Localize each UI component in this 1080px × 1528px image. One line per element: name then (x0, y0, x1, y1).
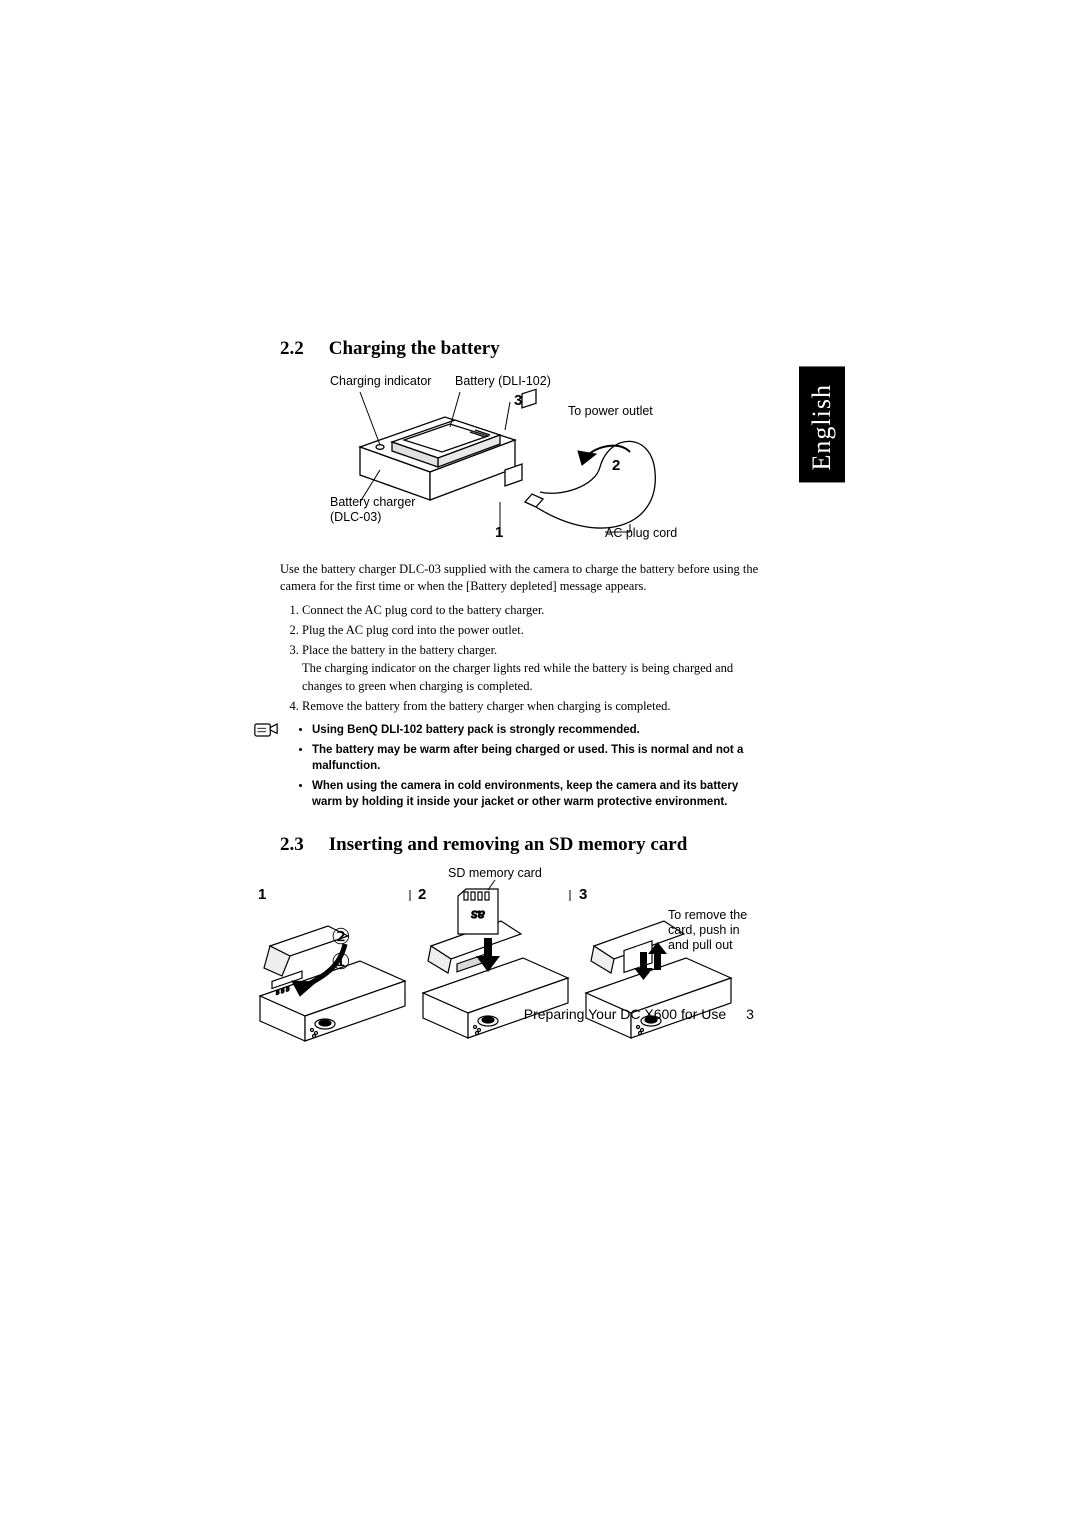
label-charger-l1: Battery charger (330, 495, 415, 511)
footer-text: Preparing Your DC X600 for Use (524, 1006, 726, 1022)
note-item: Using BenQ DLI-102 battery pack is stron… (312, 722, 770, 738)
label-remove-3: and pull out (668, 938, 733, 954)
sd-illustration: 8 8 8 (250, 866, 760, 1066)
label-circled2: ② (331, 923, 351, 951)
step-item: Place the battery in the battery charger… (302, 641, 770, 695)
page-number: 3 (730, 1006, 770, 1022)
step-item: Remove the battery from the battery char… (302, 697, 770, 715)
section-2-3-heading: 2.3 Inserting and removing an SD memory … (280, 834, 770, 856)
label-p1: 1 (258, 886, 266, 905)
label-to-power: To power outlet (568, 404, 653, 420)
label-num2: 2 (612, 457, 620, 476)
section-number: 2.2 (280, 338, 324, 360)
page-footer: Preparing Your DC X600 for Use 3 (280, 1006, 770, 1022)
label-battery: Battery (DLI-102) (455, 374, 551, 390)
label-p2: 2 (418, 886, 426, 905)
steps-list: Connect the AC plug cord to the battery … (280, 601, 770, 716)
label-num1: 1 (495, 524, 503, 543)
intro-paragraph: Use the battery charger DLC-03 supplied … (280, 561, 770, 595)
label-ac-plug: AC plug cord (605, 526, 677, 542)
step-item: Connect the AC plug cord to the battery … (302, 601, 770, 619)
label-charger-l2: (DLC-03) (330, 510, 381, 526)
section-title: Inserting and removing an SD memory card (329, 834, 688, 855)
label-num3: 3 (514, 392, 522, 411)
notes-block: Using BenQ DLI-102 battery pack is stron… (280, 722, 770, 810)
note-icon (254, 720, 278, 740)
charging-diagram: Charging indicator Battery (DLI-102) 3 T… (300, 372, 700, 547)
label-circled1: ① (331, 948, 351, 976)
language-tab: English (799, 366, 845, 482)
page-content: English 2.2 Charging the battery (280, 338, 770, 1066)
label-sd-card: SD memory card (448, 866, 542, 882)
section-number: 2.3 (280, 834, 324, 856)
svg-text:as: as (471, 908, 485, 923)
step-item: Plug the AC plug cord into the power out… (302, 621, 770, 639)
section-2-2-heading: 2.2 Charging the battery (280, 338, 770, 360)
label-p3: 3 (579, 886, 587, 905)
label-charging-indicator: Charging indicator (330, 374, 431, 390)
label-remove-2: card, push in (668, 923, 740, 939)
sd-card-diagram: 8 8 8 (250, 866, 760, 1066)
note-item: The battery may be warm after being char… (312, 742, 770, 774)
section-title: Charging the battery (329, 338, 500, 359)
note-item: When using the camera in cold environmen… (312, 778, 770, 810)
label-remove-1: To remove the (668, 908, 747, 924)
